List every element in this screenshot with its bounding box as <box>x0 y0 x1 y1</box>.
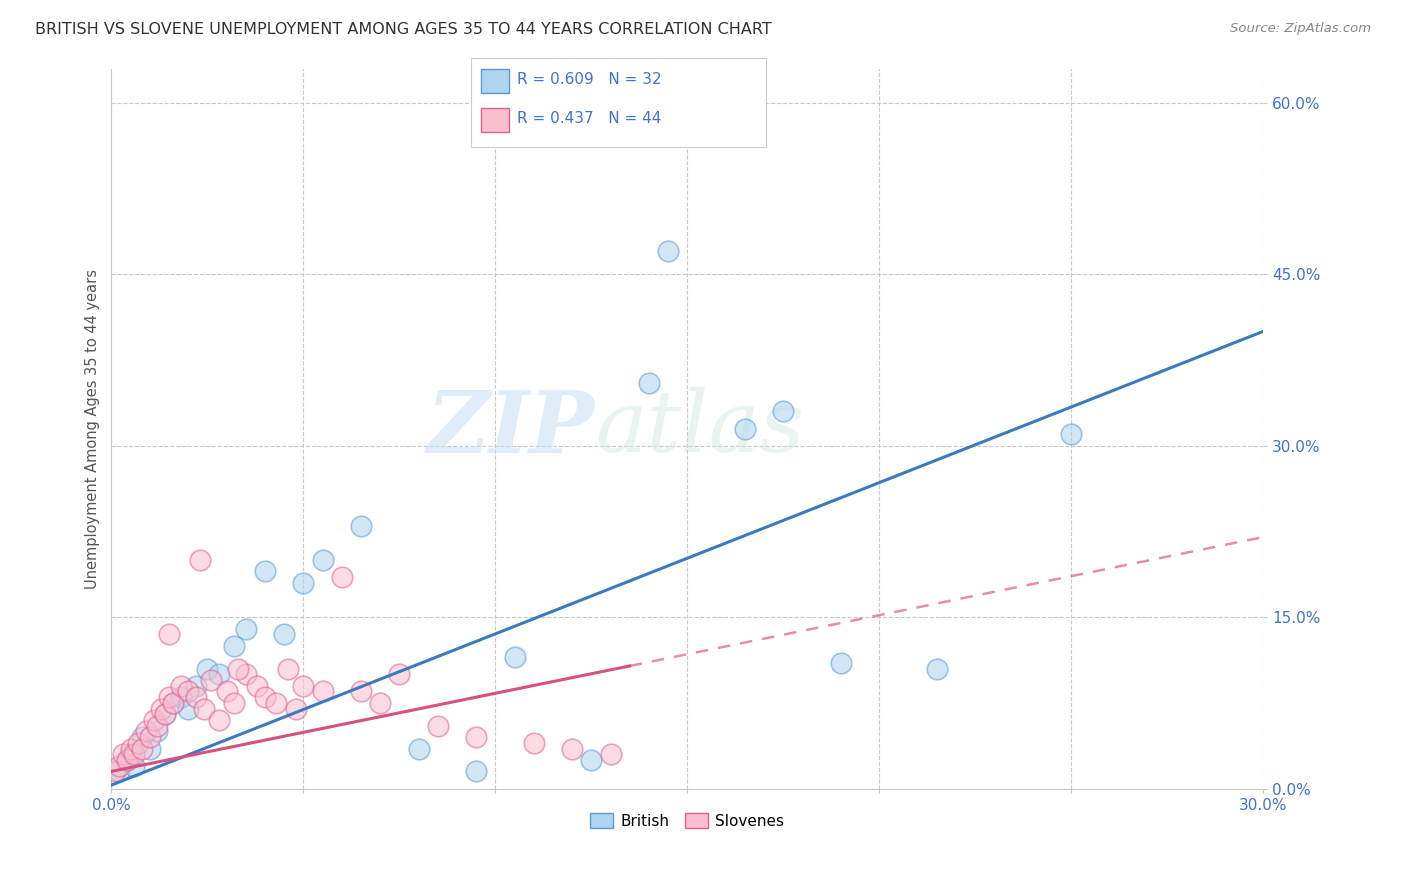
Point <box>330 570 353 584</box>
Point <box>465 730 488 744</box>
Point <box>200 673 222 687</box>
Point <box>104 764 127 779</box>
Point <box>408 741 430 756</box>
Point <box>111 747 134 762</box>
Point <box>162 696 184 710</box>
Point <box>925 661 948 675</box>
Point <box>638 376 661 390</box>
Point <box>266 696 288 710</box>
Point <box>350 684 373 698</box>
Point <box>246 679 269 693</box>
Point <box>139 730 162 744</box>
Text: ZIP: ZIP <box>427 387 595 470</box>
Point <box>503 650 526 665</box>
Text: R = 0.609   N = 32: R = 0.609 N = 32 <box>517 72 662 87</box>
Point <box>184 690 207 704</box>
Point <box>350 518 373 533</box>
Point <box>830 656 852 670</box>
Point <box>368 696 391 710</box>
Legend: British, Slovenes: British, Slovenes <box>583 806 790 835</box>
Point <box>120 741 142 756</box>
Point <box>115 753 138 767</box>
Point <box>581 753 603 767</box>
Point <box>146 724 169 739</box>
Point <box>311 553 333 567</box>
Point <box>169 690 191 704</box>
Point <box>657 244 679 259</box>
Point <box>135 724 157 739</box>
Point <box>235 667 257 681</box>
Point <box>142 713 165 727</box>
Point <box>177 684 200 698</box>
Point <box>139 741 162 756</box>
Point <box>215 684 238 698</box>
Point <box>153 707 176 722</box>
Point <box>208 713 231 727</box>
Point <box>277 661 299 675</box>
Point <box>127 736 149 750</box>
Point <box>226 661 249 675</box>
Point <box>224 696 246 710</box>
Point <box>388 667 411 681</box>
Point <box>108 758 131 772</box>
Point <box>150 701 173 715</box>
Point <box>734 421 756 435</box>
Text: R = 0.437   N = 44: R = 0.437 N = 44 <box>517 112 662 126</box>
Point <box>157 690 180 704</box>
Point <box>465 764 488 779</box>
Text: atlas: atlas <box>595 387 804 470</box>
Point <box>292 575 315 590</box>
Point <box>177 701 200 715</box>
Point <box>131 741 153 756</box>
Text: BRITISH VS SLOVENE UNEMPLOYMENT AMONG AGES 35 TO 44 YEARS CORRELATION CHART: BRITISH VS SLOVENE UNEMPLOYMENT AMONG AG… <box>35 22 772 37</box>
Point <box>146 719 169 733</box>
Point <box>157 627 180 641</box>
Point <box>561 741 583 756</box>
Point <box>311 684 333 698</box>
Point <box>169 679 191 693</box>
Text: Source: ZipAtlas.com: Source: ZipAtlas.com <box>1230 22 1371 36</box>
Point <box>253 690 276 704</box>
Point <box>292 679 315 693</box>
Point <box>124 747 146 762</box>
Point <box>162 696 184 710</box>
Point <box>208 667 231 681</box>
Point <box>153 707 176 722</box>
Point <box>426 719 449 733</box>
Point <box>253 565 276 579</box>
Point <box>108 764 131 779</box>
Point <box>184 679 207 693</box>
Point <box>115 753 138 767</box>
Point <box>224 639 246 653</box>
Point <box>197 661 219 675</box>
Point <box>599 747 621 762</box>
Point <box>131 730 153 744</box>
Point <box>523 736 546 750</box>
Y-axis label: Unemployment Among Ages 35 to 44 years: Unemployment Among Ages 35 to 44 years <box>86 268 100 589</box>
Point <box>284 701 307 715</box>
Point <box>124 758 146 772</box>
Point <box>193 701 215 715</box>
Point <box>235 622 257 636</box>
Point <box>188 553 211 567</box>
Point <box>120 747 142 762</box>
Point <box>772 404 794 418</box>
Point <box>1060 427 1083 442</box>
Point <box>273 627 295 641</box>
